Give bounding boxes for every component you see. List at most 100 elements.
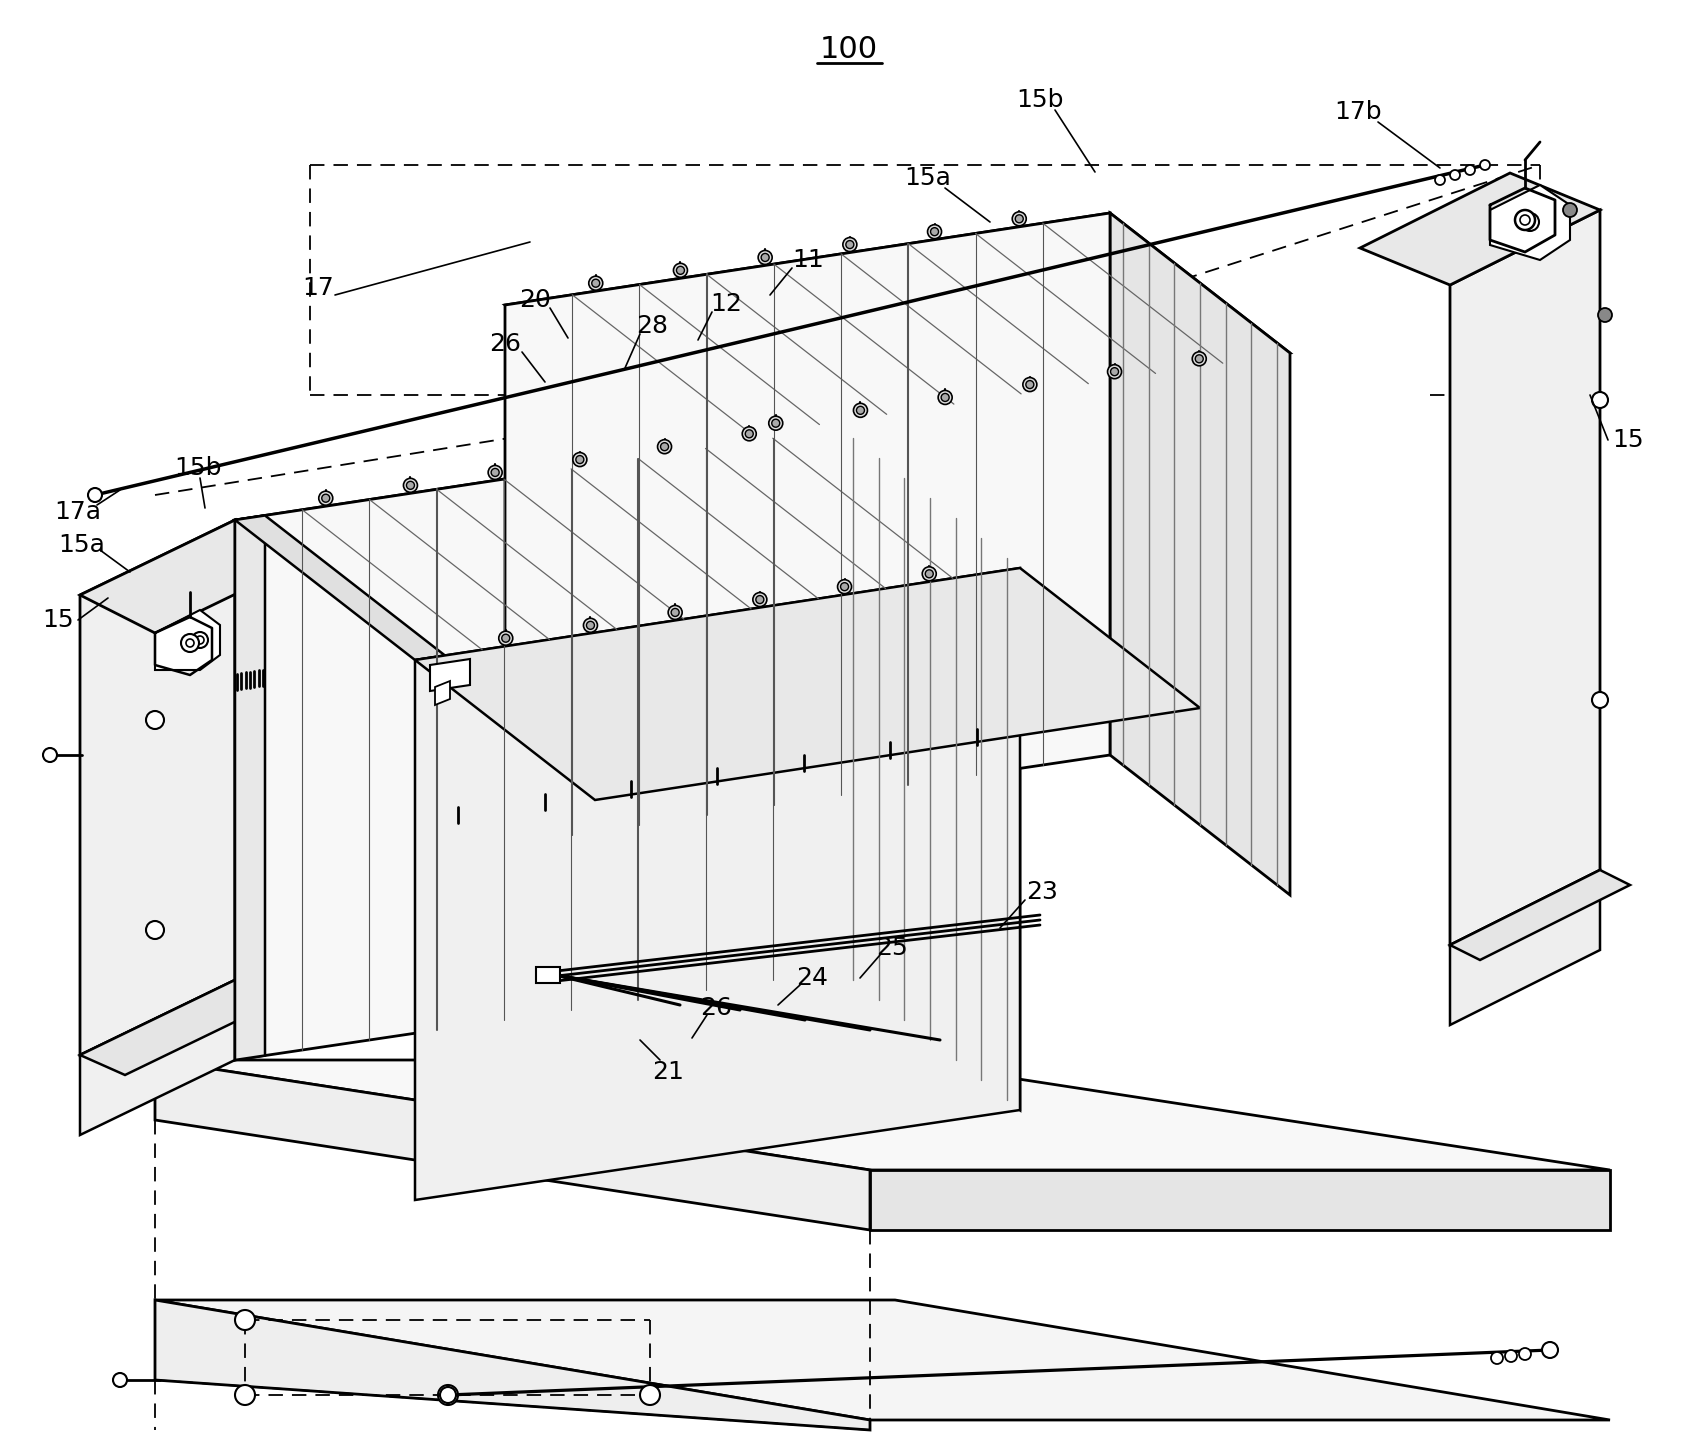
Polygon shape xyxy=(155,610,221,671)
Circle shape xyxy=(640,1384,661,1404)
Polygon shape xyxy=(155,1299,1610,1420)
Circle shape xyxy=(321,494,329,502)
Circle shape xyxy=(752,593,767,607)
Polygon shape xyxy=(430,659,470,691)
Polygon shape xyxy=(155,1299,869,1430)
Text: 15: 15 xyxy=(42,609,73,632)
Polygon shape xyxy=(234,427,841,1061)
Circle shape xyxy=(406,481,414,489)
Polygon shape xyxy=(504,213,1290,445)
Circle shape xyxy=(761,253,769,262)
Circle shape xyxy=(856,406,864,414)
Circle shape xyxy=(1195,355,1204,363)
Circle shape xyxy=(922,567,936,581)
Circle shape xyxy=(192,632,207,648)
Text: 15b: 15b xyxy=(1015,88,1063,112)
Circle shape xyxy=(1593,692,1608,708)
Circle shape xyxy=(1026,380,1034,389)
Circle shape xyxy=(572,452,588,466)
Circle shape xyxy=(846,240,854,249)
Circle shape xyxy=(745,430,754,437)
Text: 12: 12 xyxy=(710,292,742,317)
Circle shape xyxy=(146,711,165,730)
Text: 28: 28 xyxy=(637,314,667,338)
Circle shape xyxy=(1435,176,1445,186)
Text: 15a: 15a xyxy=(905,165,951,190)
Polygon shape xyxy=(80,980,280,1075)
Polygon shape xyxy=(414,568,1200,800)
Text: 15: 15 xyxy=(1611,427,1644,452)
Circle shape xyxy=(742,427,756,440)
Circle shape xyxy=(841,583,849,590)
Polygon shape xyxy=(80,519,234,1055)
Circle shape xyxy=(487,465,503,479)
Circle shape xyxy=(146,921,165,940)
Polygon shape xyxy=(1360,173,1600,285)
Circle shape xyxy=(499,632,513,645)
Circle shape xyxy=(931,227,939,236)
Circle shape xyxy=(927,224,942,239)
Text: 11: 11 xyxy=(793,248,824,272)
Circle shape xyxy=(234,1384,255,1404)
Circle shape xyxy=(837,580,852,594)
Circle shape xyxy=(1491,1353,1503,1364)
Polygon shape xyxy=(504,213,1110,845)
Polygon shape xyxy=(80,980,234,1135)
Circle shape xyxy=(1515,210,1535,230)
Polygon shape xyxy=(80,519,311,633)
Polygon shape xyxy=(234,427,1020,661)
Circle shape xyxy=(1022,377,1037,391)
Text: 23: 23 xyxy=(1026,881,1058,904)
Circle shape xyxy=(676,266,684,275)
Circle shape xyxy=(1450,170,1460,180)
Polygon shape xyxy=(841,427,1020,1109)
Circle shape xyxy=(234,1309,255,1330)
Circle shape xyxy=(501,635,509,642)
Circle shape xyxy=(584,619,598,632)
Circle shape xyxy=(657,440,671,453)
Circle shape xyxy=(114,1373,127,1387)
Circle shape xyxy=(1192,351,1206,366)
Circle shape xyxy=(757,250,773,265)
Polygon shape xyxy=(1450,871,1630,960)
Circle shape xyxy=(404,478,418,492)
Circle shape xyxy=(586,622,594,629)
Polygon shape xyxy=(537,967,560,983)
Circle shape xyxy=(1107,364,1122,378)
Circle shape xyxy=(769,416,783,430)
Circle shape xyxy=(591,279,599,288)
Polygon shape xyxy=(435,681,450,705)
Circle shape xyxy=(576,456,584,463)
Circle shape xyxy=(589,276,603,291)
Polygon shape xyxy=(155,1061,1610,1170)
Circle shape xyxy=(438,1384,458,1404)
Text: 17: 17 xyxy=(302,276,335,299)
Circle shape xyxy=(674,263,688,278)
Circle shape xyxy=(1012,212,1026,226)
Circle shape xyxy=(756,596,764,603)
Circle shape xyxy=(1593,391,1608,409)
Text: 26: 26 xyxy=(489,332,521,355)
Circle shape xyxy=(854,403,868,417)
Circle shape xyxy=(1504,1350,1516,1361)
Circle shape xyxy=(491,469,499,476)
Circle shape xyxy=(1015,214,1024,223)
Polygon shape xyxy=(1491,186,1571,260)
Polygon shape xyxy=(1450,871,1600,1025)
Circle shape xyxy=(1465,165,1476,176)
Circle shape xyxy=(939,390,953,404)
Circle shape xyxy=(1598,308,1611,322)
Polygon shape xyxy=(1110,213,1290,895)
Text: 20: 20 xyxy=(520,288,550,312)
Polygon shape xyxy=(1450,210,1600,945)
Circle shape xyxy=(667,606,683,619)
Circle shape xyxy=(1562,203,1577,217)
Circle shape xyxy=(1520,214,1530,224)
Circle shape xyxy=(842,237,857,252)
Polygon shape xyxy=(414,568,1020,1200)
Circle shape xyxy=(661,443,669,450)
Circle shape xyxy=(319,491,333,505)
Circle shape xyxy=(925,570,934,578)
Circle shape xyxy=(773,419,779,427)
Text: 17b: 17b xyxy=(1335,99,1382,124)
